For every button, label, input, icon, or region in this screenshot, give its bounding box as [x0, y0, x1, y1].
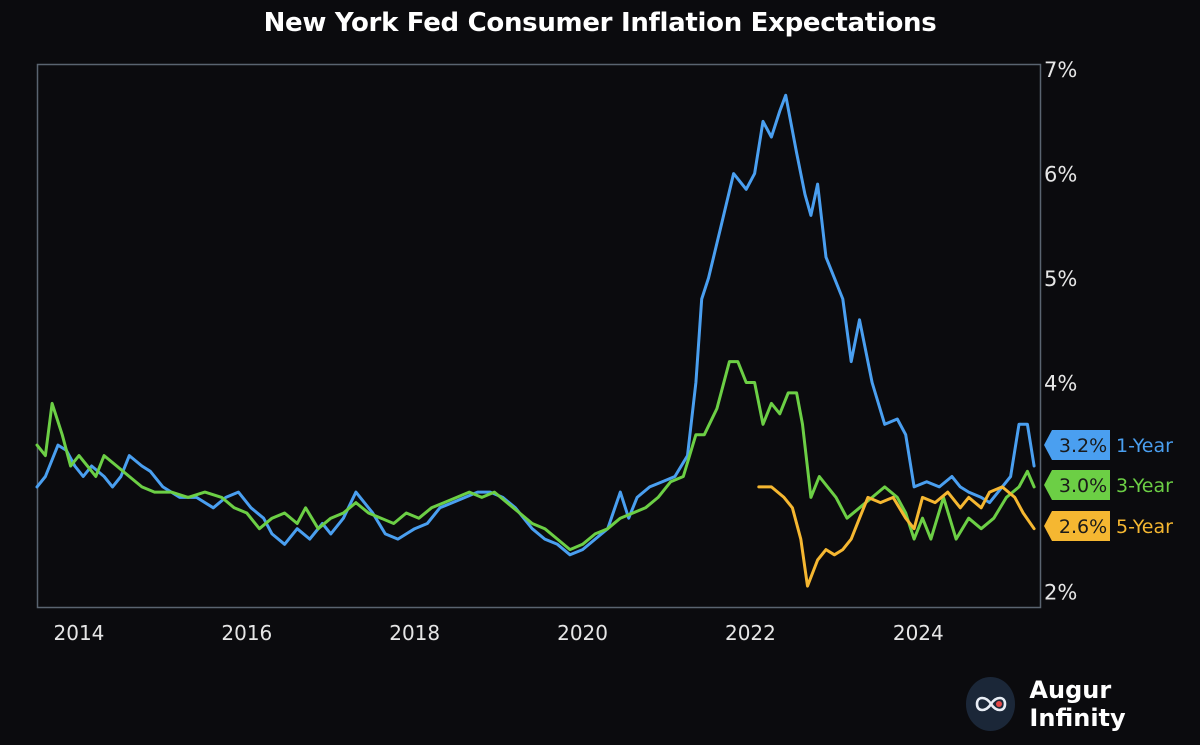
brand-name: Augur Infinity: [1029, 676, 1126, 732]
end-label-5-year: 2.6% 5-Year: [1044, 511, 1173, 541]
y-tick-label: 7%: [1044, 58, 1077, 82]
infinity-icon: [966, 677, 1016, 731]
x-tick-label: 2016: [221, 621, 272, 645]
brand: Augur Infinity: [966, 676, 1200, 732]
x-tick-label: 2022: [725, 621, 776, 645]
y-tick-label: 2%: [1044, 580, 1077, 604]
y-tick-label: 6%: [1044, 163, 1077, 187]
end-label-layer: 3.2% 1-Year 3.0% 3-Year 2.6% 5-Year: [1044, 430, 1173, 541]
end-label-3-year: 3.0% 3-Year: [1044, 470, 1173, 500]
tick-layer: 2014 2016 2018 2020 2022 2024 2% 4% 5% 6% 7%: [54, 58, 1078, 645]
end-label-1-year: 3.2% 1-Year: [1044, 430, 1173, 460]
end-label-tag: [1044, 430, 1110, 460]
plot-frame: [36, 63, 1042, 609]
x-tick-label: 2014: [54, 621, 105, 645]
end-label-value: 2.6%: [1059, 516, 1107, 538]
chart-title: New York Fed Consumer Inflation Expectat…: [263, 8, 937, 38]
end-label-series-name: 3-Year: [1116, 475, 1173, 497]
x-tick-label: 2024: [893, 621, 944, 645]
end-label-value: 3.2%: [1059, 435, 1107, 457]
end-label-value: 3.0%: [1059, 475, 1107, 497]
y-tick-label: 5%: [1044, 267, 1077, 291]
series-line-1-year: [35, 93, 1036, 557]
series-line-3-year: [35, 360, 1036, 552]
x-tick-label: 2020: [557, 621, 608, 645]
end-label-series-name: 5-Year: [1116, 516, 1173, 538]
series-layer: [35, 93, 1036, 588]
end-label-tag: [1044, 470, 1110, 500]
y-tick-label: 4%: [1044, 371, 1077, 395]
end-label-series-name: 1-Year: [1116, 435, 1173, 457]
series-line-5-year: [757, 485, 1036, 588]
x-tick-label: 2018: [389, 621, 440, 645]
end-label-tag: [1044, 511, 1110, 541]
